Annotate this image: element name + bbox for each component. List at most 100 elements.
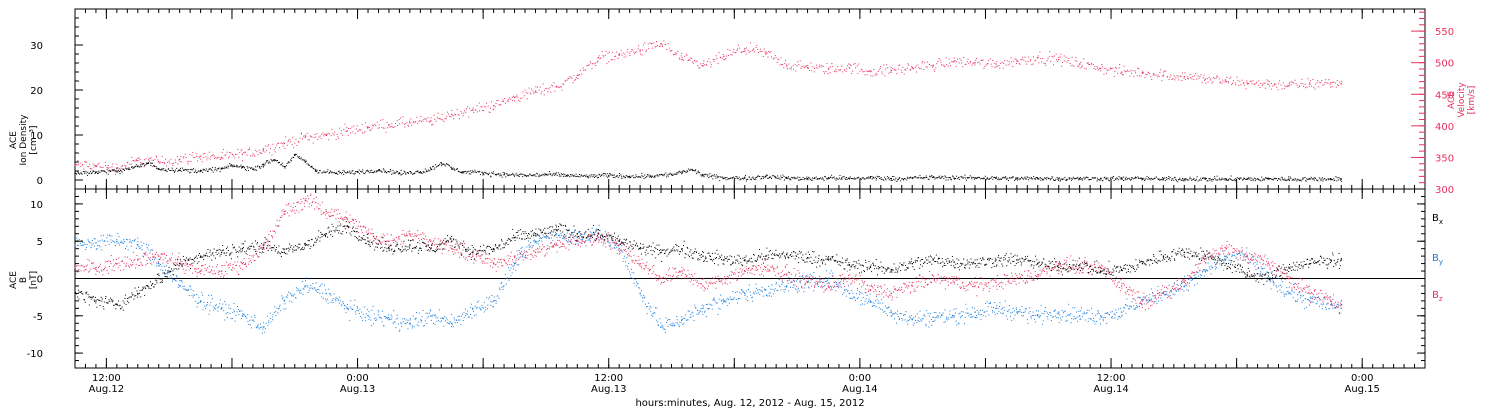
ion-density-point [1038,178,1040,180]
ion-density-point [887,178,889,180]
velocity-point [989,58,991,60]
ion-density-point [938,175,940,177]
velocity-point [917,64,919,66]
ion-density-point [428,169,430,171]
velocity-point [1027,60,1029,62]
velocity-point [1049,51,1051,53]
by-point [1186,289,1188,291]
velocity-point [735,52,737,54]
ion-density-point [950,178,952,180]
by-point [338,299,340,301]
velocity-point [1285,86,1287,88]
ion-density-point [1233,179,1235,181]
ion-density-point [514,175,516,177]
by-point [973,307,975,309]
ion-density-point [437,165,439,167]
ion-density-point [615,176,617,178]
by-point [1174,294,1176,296]
by-point [498,297,500,299]
velocity-point [872,75,874,77]
ion-density-point [799,176,801,178]
by-point [1001,313,1003,315]
ion-density-point [396,170,398,172]
velocity-point [806,67,809,69]
by-point [851,298,853,300]
velocity-point [869,70,871,72]
velocity-point [431,124,433,126]
velocity-point [262,150,264,152]
velocity-point [936,63,938,65]
ion-density-point [151,162,153,164]
velocity-point [289,138,291,140]
ion-density-point [517,175,519,177]
ion-density-point [901,178,903,180]
by-point [1305,298,1307,300]
ion-density-point [526,175,528,177]
by-point [162,262,164,264]
by-point [518,257,520,259]
ion-density-point [377,170,379,172]
by-point [965,312,967,314]
velocity-point [823,71,825,73]
velocity-point [807,64,809,66]
ion-density-point [1150,179,1152,181]
by-point [648,308,650,310]
ion-density-point [849,176,851,178]
by-point [367,315,369,317]
ion-density-point [1281,177,1283,179]
by-point [147,248,149,250]
by-point [350,306,352,308]
velocity-point [1110,68,1112,70]
velocity-point [1010,57,1012,59]
velocity-point [1306,86,1308,88]
by-point [679,321,681,323]
by-point [262,326,265,328]
ion-density-point [107,173,109,175]
by-point [324,298,326,300]
by-point [1021,315,1023,317]
ion-density-point [671,173,673,175]
by-point [230,318,232,320]
ion-density-point [90,172,92,174]
velocity-point [300,132,302,134]
by-point [542,236,544,238]
by-point [854,297,856,299]
ion-density-point [379,170,381,172]
by-point [1316,302,1318,304]
by-point [1197,275,1199,277]
ion-density-point [696,173,698,175]
ion-density-point [1026,178,1028,180]
ion-density-point [619,173,621,175]
velocity-point [438,118,440,120]
ion-density-point [888,176,890,178]
velocity-point [321,134,323,136]
by-point [526,251,528,253]
by-point [497,295,499,297]
by-point [1288,286,1290,288]
by-point [1007,310,1009,312]
by-point [609,246,611,248]
velocity-point [1236,76,1238,78]
ion-density-point [571,173,573,175]
by-point [1262,273,1264,275]
by-point [671,325,673,327]
velocity-point [679,58,681,60]
velocity-point [525,91,527,93]
ion-density-point [95,172,97,174]
ion-density-point [1036,177,1038,179]
ion-density-point [750,179,752,181]
velocity-point [200,158,202,160]
ion-density-point [1069,178,1071,180]
ion-density-point [1251,177,1253,179]
velocity-point [874,74,876,76]
ion-density-point [441,163,443,165]
ion-density-point [560,175,562,177]
ion-density-point [380,170,382,172]
velocity-point [1293,82,1295,84]
by-point [335,300,337,302]
by-point [305,280,307,282]
by-point [1181,282,1183,284]
by-point [1247,262,1249,264]
by-point [1194,284,1196,286]
